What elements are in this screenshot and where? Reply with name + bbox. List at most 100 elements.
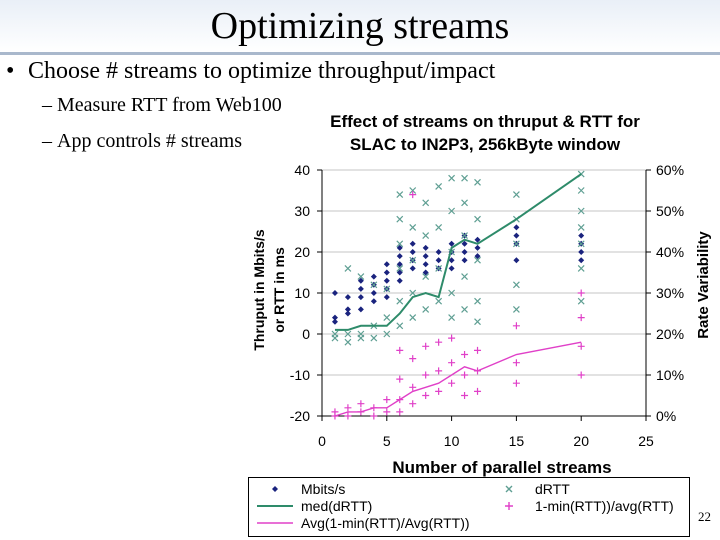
x-tick-label: 15 [509,433,525,449]
drtt-point [422,232,430,240]
x-tick-label: 20 [573,433,589,449]
y-tick-label: 10 [294,285,310,301]
y-tick-label: 30 [294,203,310,219]
y-axis-label-line1: Thruput in Mbits/s [251,229,267,351]
drtt-point [448,314,456,322]
ratio-point [461,392,469,399]
legend-label-ratio: 1-min(RTT))/avg(RTT) [535,498,674,514]
drtt-point [435,223,443,231]
mbits-point [383,261,390,268]
drtt-point [435,182,443,190]
ratio-point [422,392,430,399]
drtt-point [409,289,417,297]
drtt-point [422,305,430,313]
mbits-point [370,273,377,280]
title-band [0,0,720,52]
ratio-point [396,375,404,383]
ratio-point [448,359,456,367]
chart-title-line1: Effect of streams on thruput & RTT for [330,112,640,131]
avg-ratio-line [334,341,582,417]
ratio-point [577,371,585,379]
ratio-point [512,379,520,387]
drtt-point [344,264,352,272]
ratio-point [474,387,482,395]
mbits-point [396,261,403,268]
mbits-point [461,249,468,255]
drtt-point [512,240,520,248]
drtt-point [396,215,404,223]
mbits-point [383,294,390,301]
ratio-point [512,322,520,330]
x-tick-label: 25 [638,433,654,449]
ratio-point [474,346,482,354]
y-tick-label: -20 [290,408,310,424]
legend-x-marker [505,485,513,493]
subbullet-1: – Measure RTT from Web100 [42,94,282,117]
ratio-point [383,396,391,404]
mbits-point [461,240,468,247]
drtt-point [409,256,417,264]
y2-tick-label: 40% [656,244,684,260]
drtt-point [448,174,456,182]
ratio-point [577,342,585,350]
mbits-point [578,249,585,255]
drtt-point [474,256,481,264]
drtt-point [357,273,365,281]
y2-tick-label: 10% [656,367,684,383]
ratio-point [448,334,456,342]
dash-1: – [42,94,52,116]
ratio-point [357,400,365,408]
mbits-point [357,277,364,284]
mbits-point [396,277,403,284]
mbits-point [331,318,338,325]
x-tick-label: 10 [444,433,460,449]
drtt-point [474,297,481,305]
ratio-point [448,379,456,387]
mbits-point [383,277,390,284]
ratio-point [344,412,352,420]
drtt-point [422,273,430,281]
mbits-point [448,240,455,247]
ratio-point [422,342,430,350]
ratio-point [396,346,404,354]
mbits-point [513,224,520,231]
drtt-point [461,273,468,281]
legend-label-avg: Avg(1-min(RTT)/Avg(RTT)) [301,515,470,531]
mbits-point [396,244,403,251]
drtt-point [344,338,352,346]
ratio-point [396,408,404,416]
drtt-point [461,232,468,240]
ratio-point [461,351,469,358]
drtt-point [474,178,481,186]
mbits-point [357,306,364,313]
ratio-point [409,191,417,199]
y2-tick-label: 20% [656,326,684,342]
drtt-point [577,240,585,248]
legend-plus-marker [505,502,513,510]
mbits-point [422,269,429,276]
mbits-point [396,269,403,276]
drtt-point [435,297,443,305]
y-tick-label: 0 [302,326,310,342]
drtt-point [396,264,404,272]
drtt-point [370,281,378,289]
ratio-point [577,314,585,322]
y2-tick-label: 60% [656,162,684,178]
x-axis-label: Number of parallel streams [392,458,611,477]
ratio-point [409,400,417,408]
drtt-point [474,318,481,326]
title-rule [0,52,720,55]
page-number: 22 [698,509,711,524]
x-tick-label: 0 [318,433,326,449]
mbits-point [409,265,416,272]
bullet-dot: • [6,58,15,84]
drtt-point [409,314,417,322]
drtt-point [396,191,404,199]
drtt-point [448,289,456,297]
y2-tick-label: 30% [656,285,684,301]
y-axis-label-line2: or RTT in ms [271,247,287,333]
drtt-point [357,334,365,342]
mbits-point [422,244,429,251]
ratio-point [577,289,585,297]
legend-label-med: med(dRTT) [301,498,373,514]
